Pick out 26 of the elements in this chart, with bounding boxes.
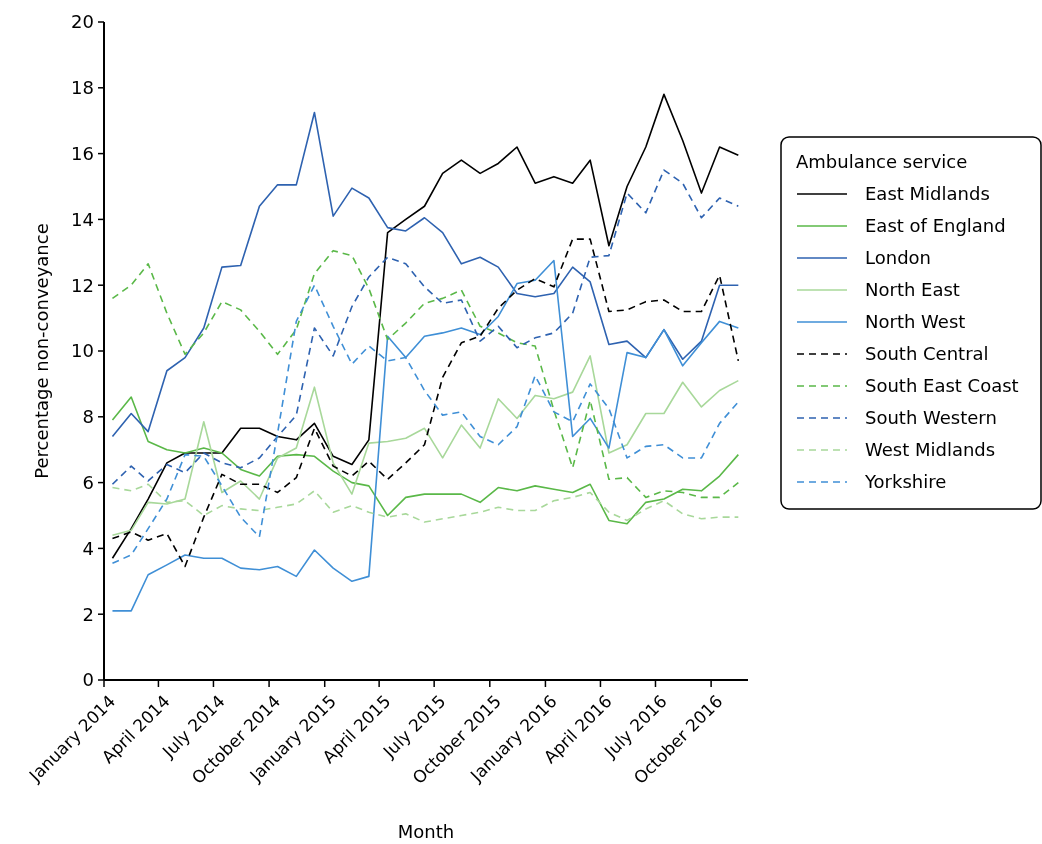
line-series bbox=[111, 259, 740, 612]
legend-label: East Midlands bbox=[865, 183, 990, 205]
legend-label: South Western bbox=[865, 407, 997, 429]
y-tick-label: 18 bbox=[71, 77, 94, 99]
legend-label: East of England bbox=[865, 215, 1006, 237]
y-tick-label: 6 bbox=[82, 471, 94, 493]
legend-title: Ambulance service bbox=[796, 151, 968, 172]
legend-label: North East bbox=[865, 279, 960, 301]
y-tick-label: 0 bbox=[82, 669, 94, 691]
line-series bbox=[111, 355, 740, 537]
legend-label: London bbox=[865, 247, 931, 269]
y-tick-label: 20 bbox=[71, 11, 94, 33]
legend-label: South Central bbox=[865, 343, 989, 365]
y-axis-title: Percentage non-conveyance bbox=[31, 223, 52, 479]
legend-label: West Midlands bbox=[865, 439, 996, 461]
y-tick-label: 14 bbox=[71, 208, 94, 230]
x-axis-title: Month bbox=[397, 821, 455, 842]
legend-label: Yorkshire bbox=[864, 471, 947, 493]
y-tick-label: 10 bbox=[71, 340, 94, 362]
y-tick-label: 16 bbox=[71, 142, 94, 164]
y-tick-label: 2 bbox=[82, 603, 94, 625]
legend-label: North West bbox=[865, 311, 966, 333]
y-tick-label: 4 bbox=[82, 537, 94, 559]
legend-label: South East Coast bbox=[865, 375, 1019, 397]
y-tick-label: 12 bbox=[71, 274, 94, 296]
y-tick-label: 8 bbox=[82, 406, 94, 428]
